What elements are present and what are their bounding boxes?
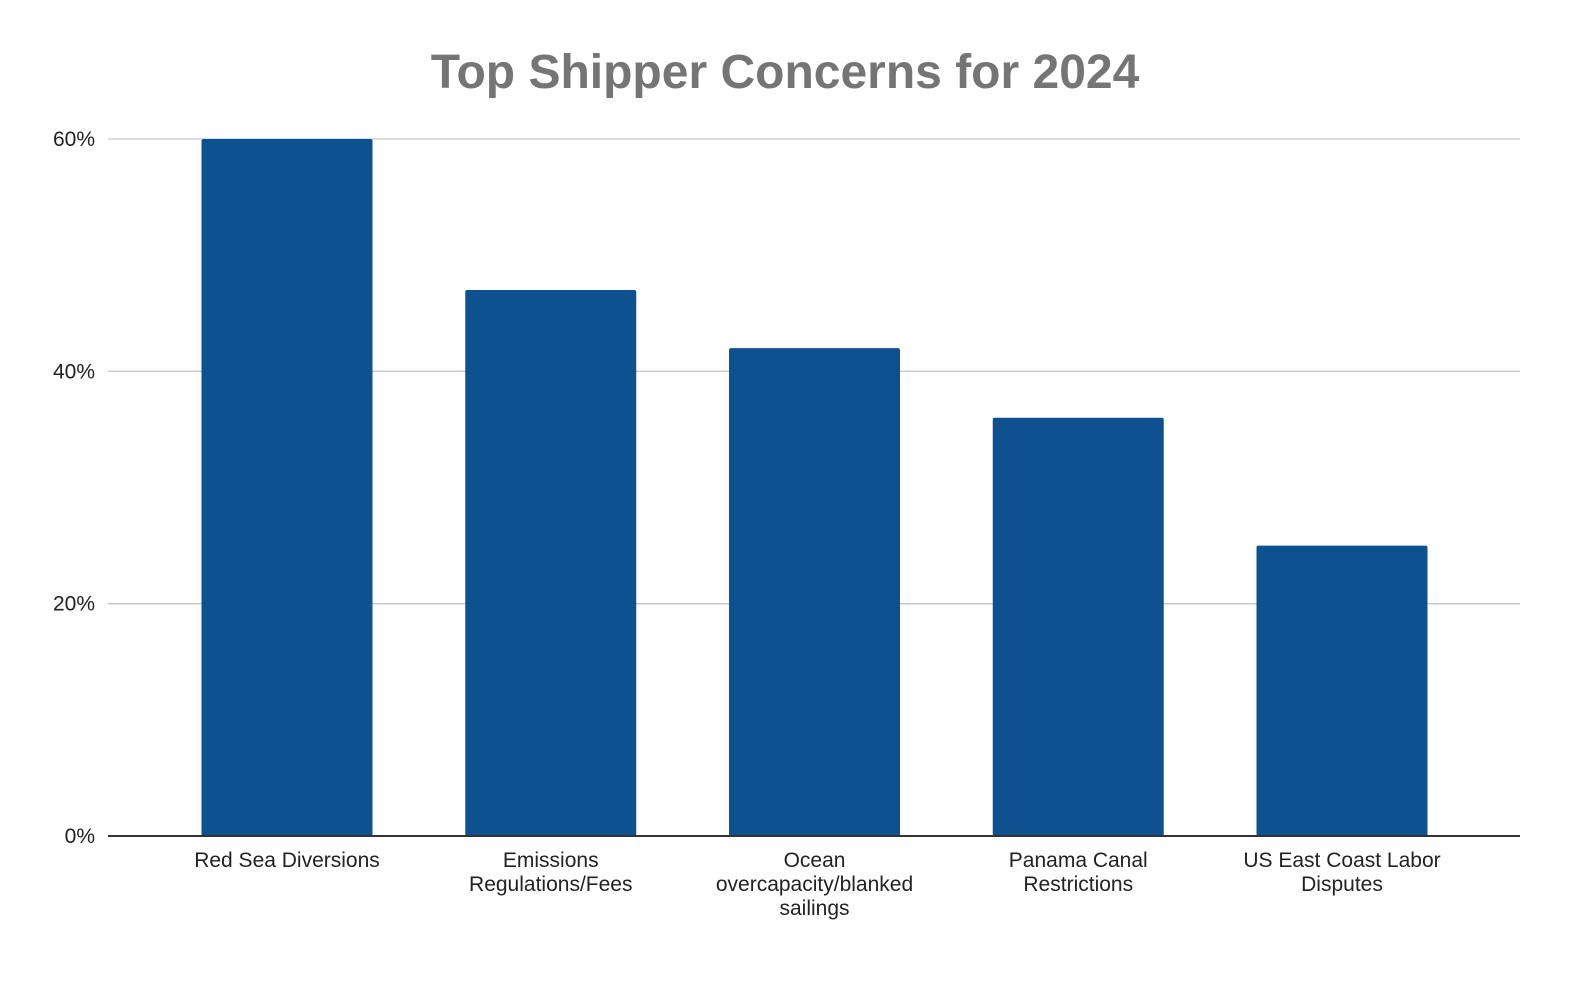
x-category-label-line: overcapacity/blanked (716, 873, 913, 896)
chart-title: Top Shipper Concerns for 2024 (431, 46, 1140, 99)
y-tick-label: 0% (65, 825, 95, 848)
x-category-label-line: Regulations/Fees (469, 873, 632, 896)
x-category-label: Red Sea Diversions (194, 849, 380, 872)
x-category-label-line: Disputes (1301, 873, 1383, 896)
x-category-label: US East Coast Labor Disputes (1243, 849, 1440, 896)
bar (1256, 545, 1428, 836)
bar (465, 290, 637, 836)
y-tick-label: 20% (53, 593, 95, 616)
bars (201, 139, 1428, 836)
bar (729, 348, 900, 836)
x-category-label: Emissions Regulations/Fees (469, 849, 632, 896)
y-tick-label: 40% (53, 360, 95, 383)
bar (992, 417, 1164, 836)
x-category-label-line: Ocean (784, 849, 846, 872)
bar (201, 139, 373, 836)
x-category-label-line: Panama Canal (1009, 849, 1148, 872)
y-tick-label: 60% (53, 128, 95, 151)
x-category-label-line: Red Sea Diversions (194, 849, 380, 872)
x-category-label-line: US East Coast Labor (1243, 849, 1440, 872)
x-axis-category-labels: Red Sea Diversions Emissions Regulations/F… (194, 849, 1440, 920)
x-category-label-line: sailings (779, 897, 849, 920)
x-category-label: Ocean overcapacity/blanked sailings (716, 849, 913, 920)
x-category-label-line: Restrictions (1023, 873, 1133, 896)
x-category-label-line: Emissions (503, 849, 599, 872)
y-axis-tick-labels: 0% 20% 40% 60% (53, 128, 95, 848)
x-category-label: Panama Canal Restrictions (1009, 849, 1148, 896)
